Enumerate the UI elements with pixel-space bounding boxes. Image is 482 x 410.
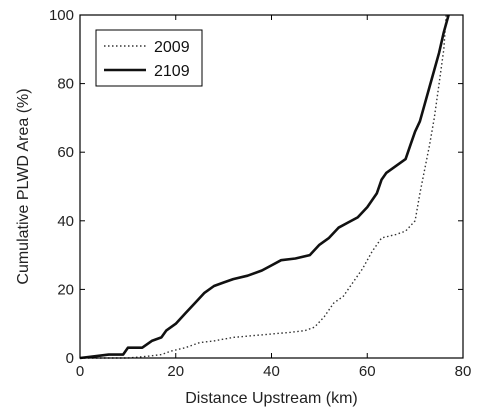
series-line-2109 <box>79 14 450 360</box>
x-tick-label-0: 0 <box>76 363 84 380</box>
y-tick-label-3: 60 <box>57 144 74 161</box>
legend-label-2109: 2109 <box>154 63 190 80</box>
ticks-layer: 0 20 40 60 80 0 20 40 60 80 100 <box>49 7 471 380</box>
y-tick-label-1: 20 <box>57 281 74 298</box>
series-layer <box>79 14 450 360</box>
y-tick-label-5: 100 <box>49 7 74 24</box>
x-tick-label-1: 20 <box>167 363 184 380</box>
x-tick-label-4: 80 <box>455 363 472 380</box>
y-tick-label-2: 40 <box>57 213 74 230</box>
legend-label-2009: 2009 <box>154 39 190 56</box>
x-axis-title: Distance Upstream (km) <box>185 390 357 407</box>
y-axis-title: Cumulative PLWD Area (%) <box>15 88 32 284</box>
x-tick-label-2: 40 <box>263 363 280 380</box>
legend: 2009 2109 <box>95 29 203 87</box>
y-tick-label-4: 80 <box>57 76 74 93</box>
y-tick-label-0: 0 <box>66 350 74 367</box>
legend-box <box>95 29 203 87</box>
x-tick-label-3: 60 <box>359 363 376 380</box>
series-line-2009 <box>80 14 447 359</box>
